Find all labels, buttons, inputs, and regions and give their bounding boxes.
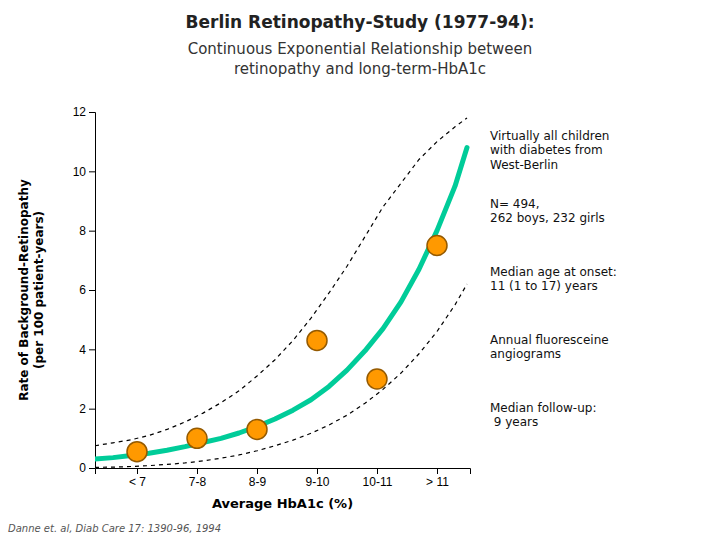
- text-line: 11 (1 to 17) years: [490, 279, 598, 293]
- text-line: Rate of Background-Retinopathy: [17, 179, 31, 401]
- text-line: N= 494,: [490, 197, 540, 211]
- x-tick: 9-10: [305, 468, 329, 489]
- x-tick: < 7: [129, 468, 146, 489]
- y-tick-label: 2: [79, 402, 86, 416]
- text-line: Annual fluoresceine: [490, 333, 609, 347]
- text-line: (per 100 patient-years): [32, 211, 46, 369]
- annotation: Median age at onset:11 (1 to 17) years: [490, 265, 617, 293]
- x-tick: > 11: [426, 468, 449, 489]
- x-tick: 8-9: [249, 468, 267, 489]
- text-line: West-Berlin: [490, 158, 558, 172]
- text-line: 9 years: [490, 415, 538, 429]
- y-axis-title: Rate of Background-Retinopathy(per 100 p…: [17, 179, 46, 401]
- annotation: Annual fluoresceineangiograms: [490, 333, 609, 361]
- y-tick: 8: [79, 224, 95, 238]
- annotation: N= 494,262 boys, 232 girls: [490, 197, 605, 225]
- x-tick: 10-11: [363, 468, 393, 489]
- y-tick: 6: [79, 283, 95, 297]
- text-line: with diabetes from: [490, 143, 603, 157]
- y-tick: 2: [79, 402, 95, 416]
- line: [95, 148, 467, 460]
- x-tick-label: > 11: [426, 475, 449, 489]
- title: Berlin Retinopathy-Study (1977-94):: [186, 12, 535, 32]
- x-tick-mark: [377, 468, 378, 474]
- y-tick: 4: [79, 343, 95, 357]
- y-axis-line: [89, 113, 96, 469]
- text-line: angiograms: [490, 347, 561, 361]
- y-tick-mark: [89, 171, 95, 172]
- x-tick-mark: [257, 468, 258, 474]
- x-tick-label: 10-11: [363, 475, 393, 489]
- point: [247, 419, 267, 439]
- point: [187, 428, 207, 448]
- y-tick-label: 6: [79, 283, 86, 297]
- x-tick: 7-8: [189, 468, 207, 489]
- y-tick-label: 10: [73, 165, 87, 179]
- annotation: Virtually all childrenwith diabetes from…: [490, 129, 609, 172]
- text-line: Continuous Exponential Relationship betw…: [188, 40, 533, 58]
- x-tick-mark: [317, 468, 318, 474]
- y-tick-label: 4: [79, 343, 86, 357]
- x-tick-label: 9-10: [305, 475, 329, 489]
- point: [127, 442, 147, 462]
- x-tick-mark: [137, 468, 138, 474]
- line: [95, 284, 467, 467]
- point: [367, 369, 387, 389]
- point: [307, 330, 327, 350]
- text-line: Median age at onset:: [490, 265, 617, 279]
- x-tick-label: 8-9: [249, 475, 267, 489]
- citation: Danne et. al, Diab Care 17: 1390-96, 199…: [8, 523, 221, 534]
- y-axis: 0 2 4 6 8 10 12: [73, 105, 96, 475]
- y-tick-mark: [89, 231, 95, 232]
- x-axis-title: Average HbA1c (%): [212, 496, 353, 511]
- y-tick: 12: [73, 105, 95, 119]
- text-line: Virtually all children: [490, 129, 609, 143]
- text-line: Median follow-up:: [490, 401, 596, 415]
- x-axis: < 7 7-8 8-9 9-10 10-11 > 11: [96, 468, 471, 489]
- x-axis-line: [96, 469, 471, 475]
- y-tick-mark: [89, 409, 95, 410]
- y-tick-mark: [89, 112, 95, 113]
- x-tick-mark: [197, 468, 198, 474]
- plot-marks: [95, 118, 467, 467]
- y-tick-mark: [89, 349, 95, 350]
- y-tick-label: 8: [79, 224, 86, 238]
- x-tick-label: < 7: [129, 475, 146, 489]
- point: [427, 236, 447, 256]
- chart: Berlin Retinopathy-Study (1977-94): Conti…: [0, 0, 720, 540]
- y-tick-mark: [89, 290, 95, 291]
- y-tick-mark: [89, 468, 95, 469]
- subtitle: Continuous Exponential Relationship betw…: [188, 40, 533, 78]
- annotation: Median follow-up: 9 years: [490, 401, 596, 429]
- x-tick-label: 7-8: [189, 475, 207, 489]
- y-tick: 10: [73, 165, 95, 179]
- text-line: retinopathy and long-term-HbA1c: [234, 60, 486, 78]
- text-line: 262 boys, 232 girls: [490, 211, 605, 225]
- y-tick-label: 0: [79, 461, 86, 475]
- x-tick-mark: [437, 468, 438, 474]
- y-tick-label: 12: [73, 105, 87, 119]
- y-tick: 0: [79, 461, 95, 475]
